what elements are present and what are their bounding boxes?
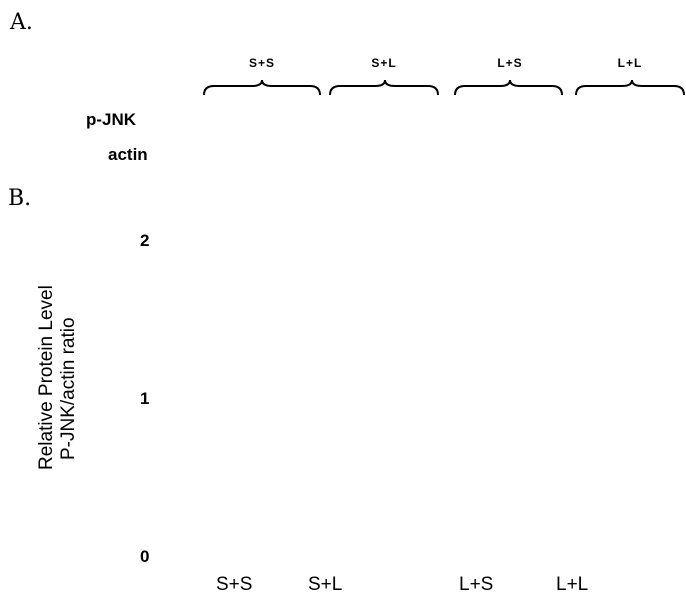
x-category-sl: S+L xyxy=(308,574,343,595)
x-category-ls: L+S xyxy=(459,574,494,595)
group-label-ll: L+L xyxy=(617,56,643,70)
blot-label-pjnk: p-JNK xyxy=(86,110,137,129)
y-tick-0: 0 xyxy=(140,547,150,566)
y-axis-label-line2: P-JNK/actin ratio xyxy=(58,317,79,460)
panel-b-letter: B. xyxy=(8,186,32,211)
bracket-ss xyxy=(203,79,321,96)
panel-a-letter: A. xyxy=(10,10,33,35)
y-tick-2: 2 xyxy=(140,231,150,250)
group-label-sl: S+L xyxy=(371,56,397,70)
group-label-ss: S+S xyxy=(248,56,275,70)
group-label-ls: L+S xyxy=(497,56,523,70)
bracket-ll xyxy=(575,79,685,96)
y-axis-title: Relative Protein Level P-JNK/actin ratio xyxy=(36,270,116,470)
y-axis-label-line1: Relative Protein Level xyxy=(36,285,57,470)
x-category-ss: S+S xyxy=(216,574,253,595)
x-category-ll: L+L xyxy=(556,574,589,595)
y-tick-1: 1 xyxy=(140,389,150,408)
blot-label-actin: actin xyxy=(108,145,148,164)
bracket-sl xyxy=(329,79,439,96)
bracket-ls xyxy=(454,79,563,96)
